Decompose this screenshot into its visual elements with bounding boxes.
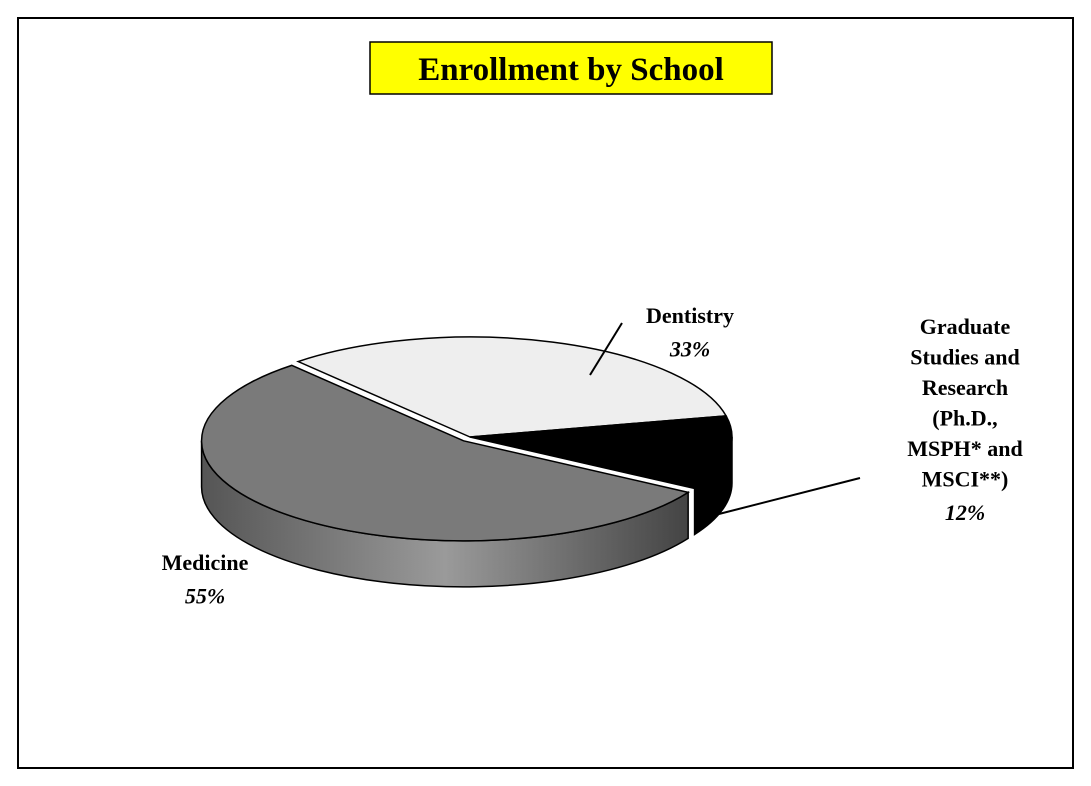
category-label: Medicine [162,550,249,575]
title-box [369,41,773,95]
slice [469,415,733,490]
category-label: Dentistry [646,303,734,328]
percent-label: 33% [669,337,710,362]
labels: Dentistry 33% Graduate Studies and Research(… [162,303,1023,609]
leader-line [714,477,861,516]
chart-title: Enrollment by School [418,52,724,88]
percent-label: 55% [185,584,225,609]
slice [296,336,728,438]
category-label: Graduate Studies and Research (Ph.D., MSPH* … [907,314,1023,492]
pie [200,336,733,588]
leader-line [589,322,623,376]
percent-label: 12% [945,500,985,525]
slice [200,364,691,542]
